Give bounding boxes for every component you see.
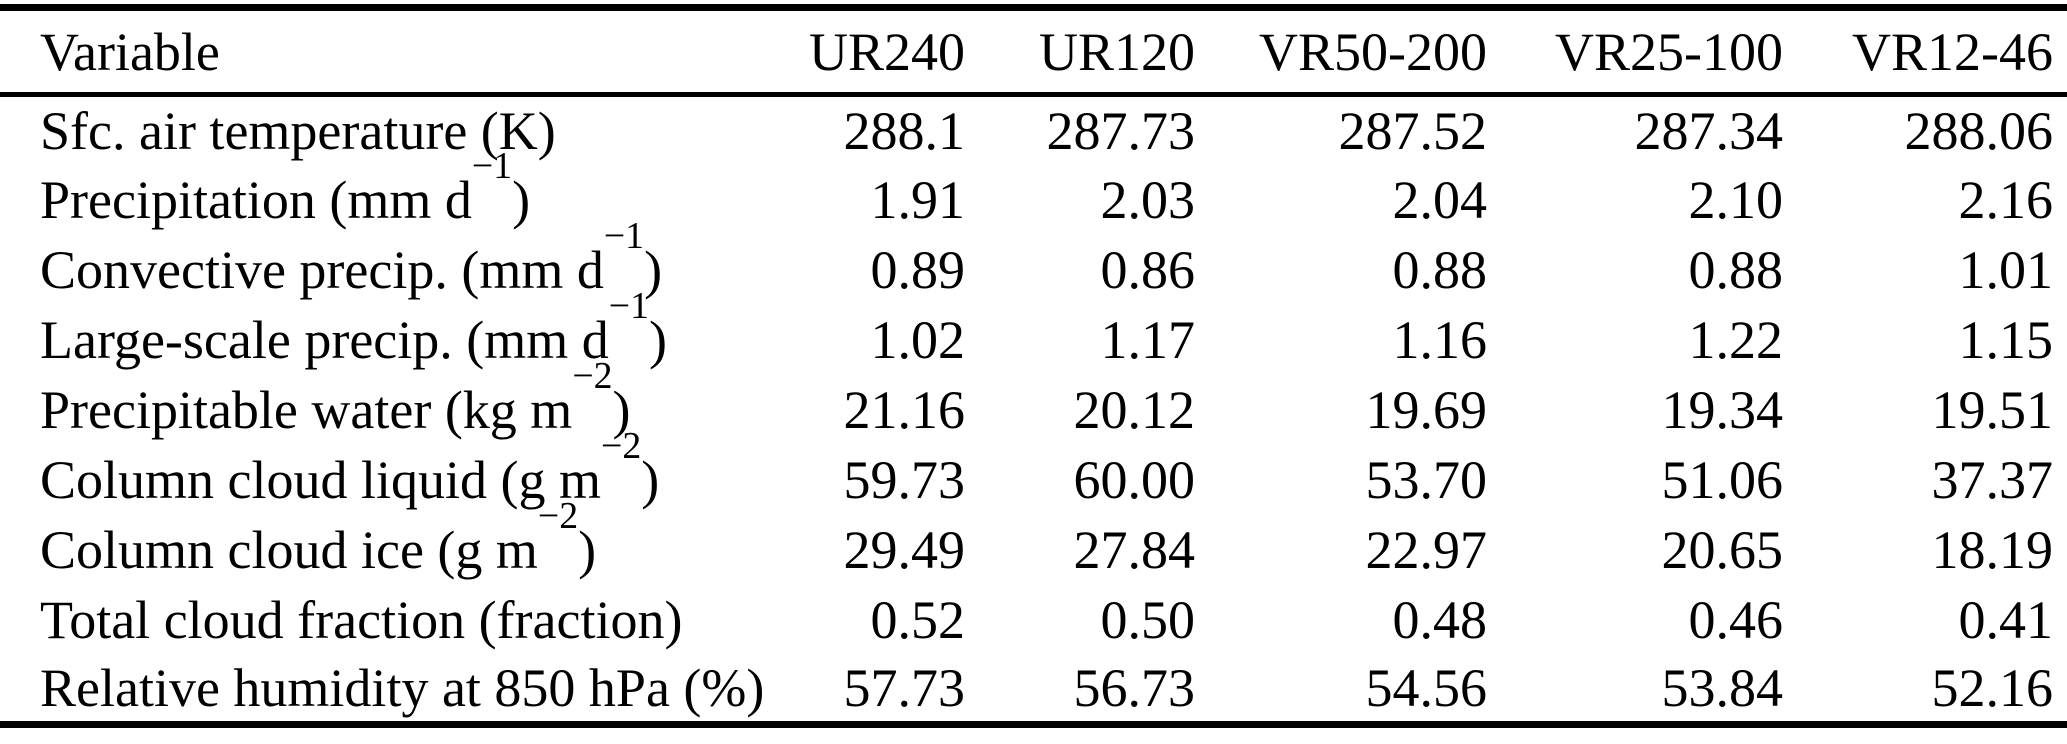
column-header-variable: Variable	[0, 7, 740, 97]
value-cell: 0.48	[1392, 589, 1488, 650]
value-cell: 1.15	[1958, 309, 2054, 370]
value-cell: 57.73	[843, 657, 966, 718]
table-row-precipitable-water: Precipitable water (kg m−2) 21.16 20.12 …	[0, 357, 2067, 445]
column-header-vr12-46: VR12-46	[1783, 7, 2067, 97]
value-cell: 0.89	[870, 239, 966, 300]
variable-cell: Relative humidity at 850 hPa (%)	[0, 655, 764, 725]
variable-cell: Large-scale precip. (mm d−1)	[0, 287, 740, 375]
variable-cell: Sfc. air temperature (K)	[0, 95, 740, 165]
column-header-ur240: UR240	[740, 7, 965, 97]
variable-label: Precipitation (mm d	[40, 169, 472, 230]
table-row-relative-humidity-850hpa: Relative humidity at 850 hPa (%) 57.73 5…	[0, 655, 2067, 725]
value-cell: 22.97	[1365, 519, 1488, 580]
column-header-ur120: UR120	[965, 7, 1195, 97]
column-header-vr50-200: VR50-200	[1195, 7, 1487, 97]
value-cell: 0.88	[1392, 239, 1488, 300]
value-cell: 59.73	[843, 449, 966, 510]
value-cell: 0.50	[1100, 589, 1196, 650]
unit-superscript: −2	[601, 424, 642, 467]
variable-label: Large-scale precip. (mm d	[40, 309, 609, 370]
value-cell: 60.00	[1073, 449, 1196, 510]
unit-superscript: −1	[471, 144, 513, 187]
value-cell: 2.16	[1958, 169, 2054, 230]
value-cell: 0.46	[1688, 589, 1784, 650]
value-cell: 19.69	[1365, 379, 1488, 440]
variable-cell: Precipitation (mm d−1)	[0, 147, 740, 235]
value-cell: 20.12	[1073, 379, 1196, 440]
variable-label: Convective precip. (mm d	[40, 239, 604, 300]
variable-label: Sfc. air temperature (K)	[40, 100, 556, 161]
variable-cell: Column cloud liquid (g m−2)	[0, 427, 740, 515]
value-cell: 1.02	[870, 309, 966, 370]
value-cell: 53.70	[1365, 449, 1488, 510]
variable-label: Relative humidity at 850 hPa (%)	[40, 657, 765, 718]
unit-superscript: −1	[608, 284, 649, 327]
variable-label: Column cloud ice (g m	[40, 519, 538, 580]
value-cell: 287.73	[1046, 100, 1196, 161]
variable-cell: Total cloud fraction (fraction)	[0, 585, 740, 655]
value-cell: 29.49	[843, 519, 966, 580]
value-cell: 56.73	[1073, 657, 1196, 718]
value-cell: 2.10	[1688, 169, 1784, 230]
variable-label-end: )	[644, 239, 663, 300]
table-row-large-scale-precip: Large-scale precip. (mm d−1) 1.02 1.17 1…	[0, 287, 2067, 375]
value-cell: 288.06	[1904, 100, 2054, 161]
value-cell: 19.34	[1661, 379, 1784, 440]
variable-label-end: )	[648, 309, 667, 370]
table-row-precipitation: Precipitation (mm d−1) 1.91 2.03 2.04 2.…	[0, 147, 2067, 235]
variable-cell: Precipitable water (kg m−2)	[0, 357, 740, 445]
unit-superscript: −2	[572, 354, 613, 397]
value-cell: 1.01	[1958, 239, 2054, 300]
value-cell: 37.37	[1931, 449, 2054, 510]
value-cell: 20.65	[1661, 519, 1784, 580]
value-cell: 53.84	[1661, 657, 1784, 718]
value-cell: 2.04	[1392, 169, 1488, 230]
value-cell: 21.16	[843, 379, 966, 440]
value-cell: 52.16	[1931, 657, 2054, 718]
value-cell: 19.51	[1931, 379, 2054, 440]
value-cell: 1.22	[1688, 309, 1784, 370]
value-cell: 288.1	[843, 100, 966, 161]
table-row-sfc-air-temperature: Sfc. air temperature (K) 288.1 287.73 28…	[0, 95, 2067, 165]
value-cell: 27.84	[1073, 519, 1196, 580]
value-cell: 1.17	[1100, 309, 1196, 370]
table-row-convective-precip: Convective precip. (mm d−1) 0.89 0.86 0.…	[0, 217, 2067, 305]
variable-label-end: )	[512, 169, 531, 230]
value-cell: 0.52	[870, 589, 966, 650]
value-cell: 287.52	[1338, 100, 1488, 161]
variable-label-end: )	[578, 519, 597, 580]
variable-label: Column cloud liquid (g m	[40, 449, 601, 510]
variable-label-end: )	[641, 449, 660, 510]
variable-label: Precipitable water (kg m	[40, 379, 573, 440]
value-cell: 287.34	[1634, 100, 1784, 161]
variable-cell: Convective precip. (mm d−1)	[0, 217, 740, 305]
value-cell: 1.16	[1392, 309, 1488, 370]
variable-cell: Column cloud ice (g m−2)	[0, 497, 740, 585]
variable-label: Total cloud fraction (fraction)	[40, 589, 683, 650]
value-cell: 0.88	[1688, 239, 1784, 300]
value-cell: 51.06	[1661, 449, 1784, 510]
unit-superscript: −2	[537, 494, 579, 537]
value-cell: 54.56	[1365, 657, 1488, 718]
table-row-column-cloud-ice: Column cloud ice (g m−2) 29.49 27.84 22.…	[0, 497, 2067, 585]
value-cell: 18.19	[1931, 519, 2054, 580]
variable-label-end: )	[612, 379, 631, 440]
column-header-vr25-100: VR25-100	[1487, 7, 1783, 97]
unit-superscript: −1	[603, 214, 645, 257]
value-cell: 0.86	[1100, 239, 1196, 300]
model-comparison-table: Variable UR240 UR120 VR50-200 VR25-100 V…	[0, 4, 2067, 728]
value-cell: 0.41	[1958, 589, 2054, 650]
table-row-total-cloud-fraction: Total cloud fraction (fraction) 0.52 0.5…	[0, 585, 2067, 655]
table-row-column-cloud-liquid: Column cloud liquid (g m−2) 59.73 60.00 …	[0, 427, 2067, 515]
value-cell: 2.03	[1100, 169, 1196, 230]
value-cell: 1.91	[870, 169, 966, 230]
header-row: Variable UR240 UR120 VR50-200 VR25-100 V…	[0, 7, 2067, 97]
